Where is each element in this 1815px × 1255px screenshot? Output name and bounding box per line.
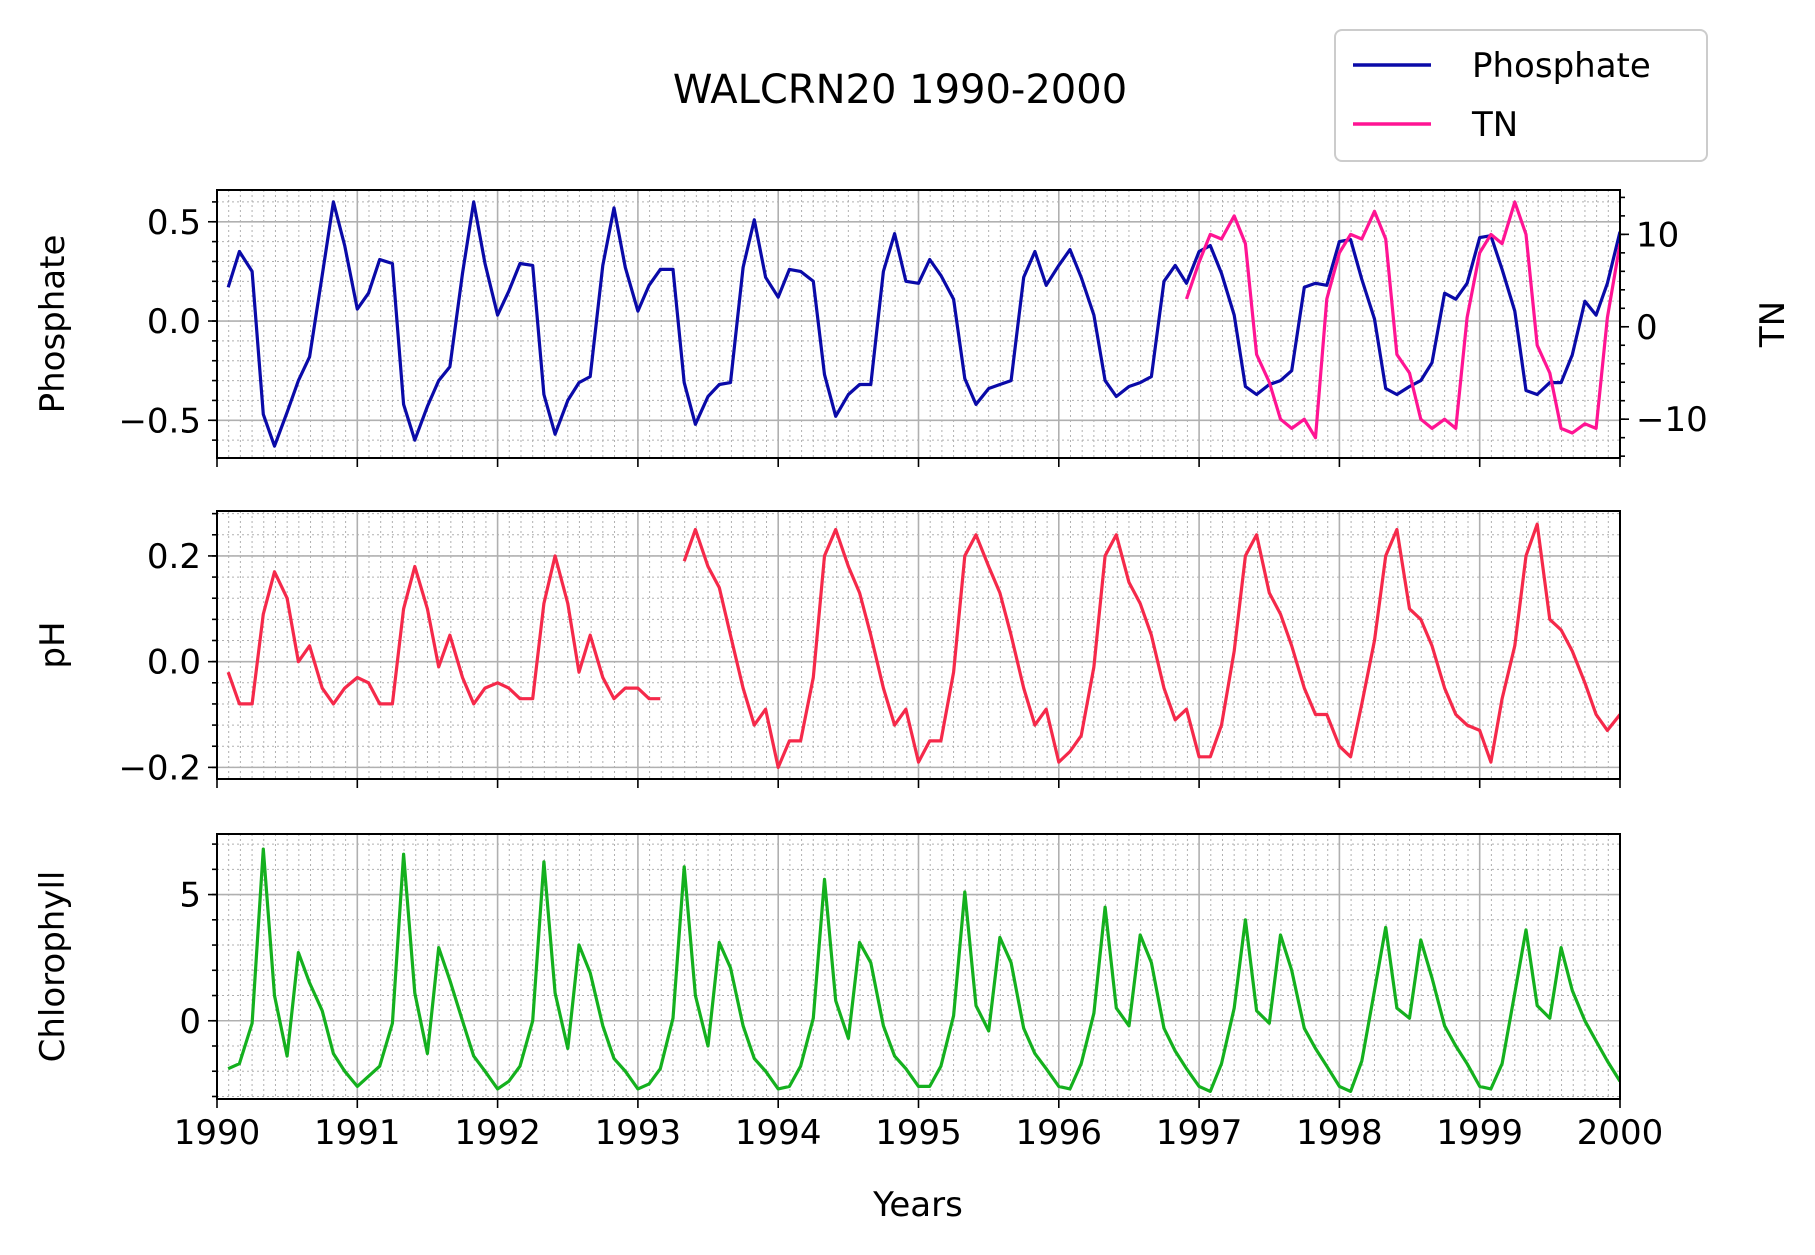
x-tick-label: 2000 [1577, 1113, 1664, 1153]
y-axis-label: pH [33, 621, 73, 668]
y2-tick-label: 10 [1636, 215, 1679, 255]
series-group-2 [227, 847, 1620, 1093]
series-line-tn [1184, 200, 1620, 440]
series-line-phosphate [226, 200, 1620, 448]
x-tick-label: 1992 [454, 1113, 541, 1153]
series-line-ph-1 [682, 522, 1620, 769]
panel-1: 0.2 0.0 −0.2 pH [33, 510, 1621, 788]
x-tick-label: 1994 [735, 1113, 822, 1153]
axes-frame [216, 510, 1621, 780]
axes-frame [216, 189, 1621, 459]
legend-label: Phosphate [1472, 46, 1651, 86]
y-tick-label: −0.2 [118, 748, 201, 788]
x-tick-label: 1993 [595, 1113, 682, 1153]
x-tick-label: 1999 [1436, 1113, 1523, 1153]
y2-axis-label: TN [1753, 301, 1793, 348]
x-axis-label: Years [872, 1185, 963, 1225]
y-tick-label: 0.0 [147, 643, 201, 683]
x-tick-label: 1997 [1156, 1113, 1243, 1153]
y-tick-label: −0.5 [118, 401, 201, 441]
y-axis-label: Phosphate [33, 235, 73, 414]
series-group-1 [226, 522, 1620, 769]
legend-label: TN [1471, 105, 1518, 145]
axes-frame [216, 833, 1621, 1100]
y2-tick-label: 0 [1636, 308, 1658, 348]
y-tick-label: 0.2 [147, 537, 201, 577]
x-tick-label: 1991 [314, 1113, 401, 1153]
y-tick-label: 0 [179, 1002, 201, 1042]
series-line-chlorophyll [227, 847, 1620, 1093]
panel-2: 5 0 Chlorophyll 1990 1991 1992 1993 1994 1995 199… [33, 833, 1664, 1153]
y-tick-label: 0.5 [147, 203, 201, 243]
x-tick-label: 1990 [174, 1113, 261, 1153]
x-tick-label: 1998 [1296, 1113, 1383, 1153]
series-line-ph-0 [226, 554, 661, 706]
x-tick-label: 1995 [875, 1113, 962, 1153]
y-axis-label: Chlorophyll [33, 871, 73, 1063]
y2-tick-label: −10 [1636, 400, 1708, 440]
chart-title: WALCRN20 1990-2000 [673, 67, 1127, 113]
legend-box [1334, 29, 1708, 162]
panel-0: 0.5 0.0 −0.5 Phosphate 10 0 −10 TN [33, 189, 1793, 467]
y-tick-label: 0.0 [147, 302, 201, 342]
chart-panels: 0.5 0.0 −0.5 Phosphate 10 0 −10 TN 0.2 0.0 −0.2 pH 5… [33, 189, 1793, 1153]
x-tick-label: 1996 [1016, 1113, 1103, 1153]
series-group-0 [226, 200, 1620, 448]
legend: Phosphate TN [1334, 29, 1708, 162]
y-tick-label: 5 [179, 876, 201, 916]
